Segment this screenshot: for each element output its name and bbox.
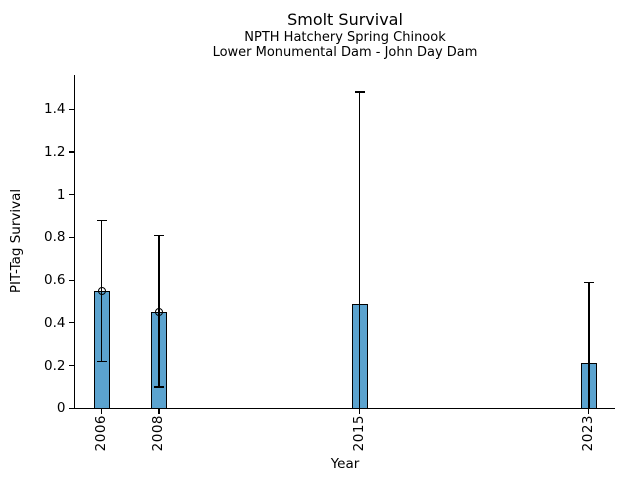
y-tick-label: 0.2	[44, 357, 66, 374]
chart-subtitle-line2: Lower Monumental Dam - John Day Dam	[212, 45, 478, 60]
y-tick-label: 0.6	[44, 272, 66, 289]
error-bar-cap-upper	[96, 219, 107, 222]
y-tick-label: 0.4	[44, 314, 66, 331]
x-tick-mark	[358, 409, 361, 415]
y-tick-label: 1.4	[44, 101, 66, 118]
x-tick-mark	[101, 409, 103, 415]
x-tick-mark	[588, 409, 590, 415]
x-tick-label: 2008	[150, 415, 166, 452]
y-tick-mark	[68, 151, 74, 153]
error-bar-line	[358, 92, 361, 409]
x-tick-mark	[158, 409, 160, 415]
chart-subtitle-line1: NPTH Hatchery Spring Chinook	[244, 30, 446, 45]
chart-title: Smolt Survival	[287, 10, 403, 29]
y-tick-label: 1	[56, 186, 66, 203]
x-axis-label: Year	[330, 456, 360, 472]
point-estimate-marker	[97, 286, 106, 295]
x-axis-spine	[73, 408, 616, 410]
y-tick-label: 0.8	[44, 229, 66, 246]
error-bar-line	[588, 282, 590, 409]
x-tick-label: 2006	[92, 415, 109, 452]
y-tick-mark	[68, 364, 74, 367]
y-tick-mark	[68, 236, 74, 239]
x-tick-label: 2015	[350, 415, 367, 452]
y-tick-label: 0	[56, 400, 66, 417]
y-tick-mark	[68, 322, 74, 324]
error-bar-cap-upper	[583, 281, 594, 284]
error-bar-cap-lower	[154, 386, 164, 388]
point-estimate-marker	[155, 308, 163, 317]
y-tick-mark	[68, 407, 74, 409]
y-axis-label: PIT-Tag Survival	[8, 188, 24, 294]
y-tick-mark	[68, 279, 74, 281]
y-axis-spine	[73, 75, 75, 410]
x-tick-label: 2023	[579, 415, 596, 452]
y-tick-mark	[68, 108, 74, 110]
error-bar-cap-upper	[154, 234, 164, 237]
y-tick-label: 1.2	[44, 144, 66, 161]
y-tick-mark	[68, 194, 74, 196]
error-bar-cap-lower	[96, 360, 107, 363]
error-bar-cap-upper	[354, 91, 365, 93]
